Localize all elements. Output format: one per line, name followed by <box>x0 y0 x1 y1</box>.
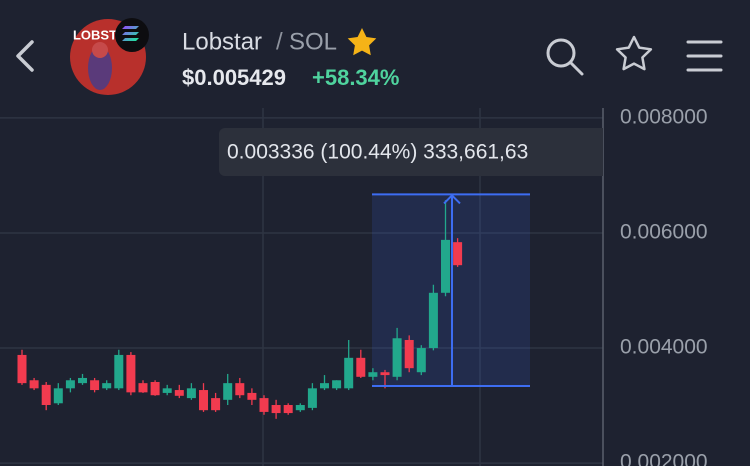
candle-body <box>102 383 112 389</box>
candle-body <box>41 384 51 406</box>
candle-body <box>174 390 184 396</box>
candle-body <box>150 381 160 396</box>
y-tick-label: 0.006000 <box>620 221 708 244</box>
tooltip-box <box>219 128 603 176</box>
solana-logo <box>122 26 139 41</box>
candle-body <box>428 292 438 349</box>
watchlist-button[interactable] <box>615 35 653 71</box>
candle-body <box>380 372 390 376</box>
avatar-figure <box>88 46 112 90</box>
price: $0.005429 <box>182 65 286 90</box>
search-button[interactable] <box>546 38 584 76</box>
candle-body <box>235 383 245 396</box>
search-icon-handle <box>569 61 584 76</box>
candle-body <box>199 390 208 411</box>
candle-body <box>392 338 402 377</box>
token-name: Lobstar <box>182 28 262 55</box>
y-tick-label: 0.004000 <box>620 336 708 359</box>
favorite-badge <box>347 28 377 56</box>
candle-body <box>65 380 75 389</box>
candle-body <box>162 388 172 393</box>
avatar: LOBST <box>70 18 149 95</box>
candle-body <box>114 354 124 389</box>
search-icon-circle <box>546 38 576 68</box>
y-tick-label: 0.002000 <box>620 451 708 466</box>
candle-body <box>453 242 463 266</box>
candle-body <box>126 354 136 393</box>
menu-button[interactable] <box>686 40 723 72</box>
candle-body <box>307 388 317 408</box>
candle-body <box>271 405 281 414</box>
candle-body <box>295 405 305 411</box>
candle-body <box>138 383 148 393</box>
candle-body <box>17 354 27 384</box>
candle-body <box>223 383 233 400</box>
candle-body <box>368 372 378 377</box>
candle-body <box>53 388 63 404</box>
quote-token: SOL <box>289 28 337 55</box>
price-axis: 0.002000 0.004000 0.006000 0.008000 <box>620 105 708 466</box>
candle-body <box>211 398 221 411</box>
measure-arrow-head <box>443 193 461 205</box>
avatar-text: LOBST <box>73 27 117 42</box>
plot <box>17 193 530 419</box>
measure-tooltip: 0.003336 (100.44%) 333,661,63 <box>219 128 603 176</box>
back-button[interactable] <box>16 40 34 72</box>
candle-body <box>416 348 426 373</box>
candle-body <box>78 377 87 384</box>
candle-body <box>404 339 414 369</box>
avatar-head <box>92 42 108 58</box>
y-tick-label: 0.008000 <box>620 105 708 128</box>
candle-body <box>441 239 450 293</box>
candle-body <box>186 388 196 399</box>
candle-body <box>356 357 366 377</box>
candle-body <box>259 398 269 412</box>
candle-body <box>283 405 293 414</box>
pair-separator: / <box>276 28 283 55</box>
candle-body <box>90 380 100 391</box>
candle-body <box>247 392 257 400</box>
candle-body <box>344 357 354 389</box>
tooltip-text: 0.003336 (100.44%) 333,661,63 <box>227 141 528 164</box>
candle-body <box>320 383 329 389</box>
candle-body <box>29 380 39 389</box>
candle-body <box>332 380 342 389</box>
price-change: +58.34% <box>312 65 399 90</box>
